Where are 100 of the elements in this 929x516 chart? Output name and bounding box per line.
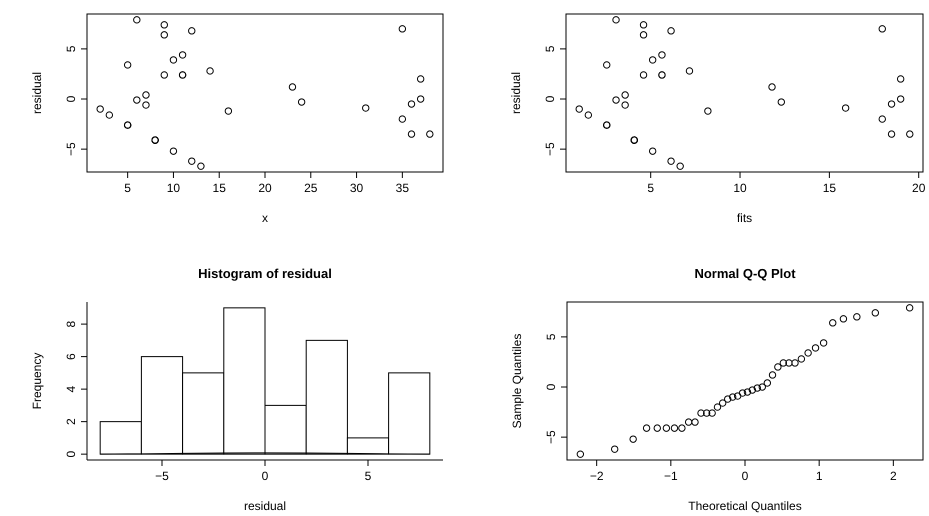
point [714,403,722,411]
point [206,67,214,75]
point [96,105,104,113]
point [791,359,799,367]
point [640,71,648,79]
point [133,96,141,104]
point [748,386,756,394]
point [648,56,656,64]
point [840,315,848,323]
x-tick-label: 20 [912,181,926,195]
point [704,107,712,115]
point [362,104,370,112]
point [728,393,736,401]
point [842,104,850,112]
point [640,31,648,39]
point [768,371,776,379]
point [142,101,150,109]
point [178,51,186,59]
x-tick-label: 5 [647,181,654,195]
point [718,399,726,407]
point [170,56,178,64]
point [697,409,705,417]
x-tick-label: 5 [364,469,372,483]
x-tick-label: 30 [350,181,364,195]
x-tick-label: −1 [664,469,678,483]
x-tick-label: 5 [124,181,132,195]
x-tick-label: 1 [816,469,823,483]
point [188,27,196,35]
x-tick-label: 15 [822,181,836,195]
x-axis-title: residual [244,499,286,513]
point [408,100,416,108]
point [906,304,914,312]
point [896,75,904,83]
y-tick-label: 0 [64,450,78,458]
point [160,21,168,29]
y-axis-title: residual [509,72,523,114]
point [398,115,406,123]
x-axis-title: x [262,211,268,225]
y-tick-label: 5 [543,45,557,52]
point [170,147,178,155]
y-tick-label: 8 [64,320,78,328]
point [288,83,296,91]
point [853,313,861,321]
y-axis-title: residual [30,72,44,114]
point [408,130,416,138]
point [124,61,132,69]
point [584,111,592,119]
point [684,418,692,426]
point [426,130,434,138]
point [896,95,904,103]
point [642,424,650,432]
point [640,21,648,29]
point [872,309,880,317]
point [667,157,675,165]
point [576,450,584,458]
x-axis-title: Theoretical Quantiles [688,499,802,513]
y-tick-label: −5 [543,142,557,156]
point [758,383,766,391]
y-tick-label: 4 [64,385,78,392]
y-tick-label: −5 [544,430,558,444]
point [744,388,752,396]
chart-title: Histogram of residual [198,266,332,281]
point [224,107,232,115]
y-tick-label: 5 [544,333,558,340]
point [780,359,788,367]
y-axis-title: Sample Quantiles [510,334,524,428]
point [906,130,914,138]
point [785,359,793,367]
y-tick-label: 2 [64,418,78,425]
point [878,25,886,33]
point [621,101,629,109]
point [678,424,686,432]
point [667,27,675,35]
y-tick-label: 0 [64,95,78,102]
y-tick-label: 6 [64,352,78,360]
y-tick-label: 0 [543,95,557,102]
x-tick-label: 0 [262,469,269,483]
point [778,98,786,106]
point [888,130,896,138]
y-tick-label: −5 [64,142,78,156]
point [416,95,424,103]
point [576,105,583,113]
point [629,435,637,443]
point [612,96,620,104]
x-tick-label: 0 [742,469,749,483]
point [820,339,828,347]
point [812,344,820,352]
point [188,157,196,165]
y-tick-label: 5 [64,45,78,52]
point [106,111,114,119]
point [691,418,699,426]
point [416,75,424,83]
point [676,162,684,170]
point [658,51,666,59]
point [754,384,762,392]
point [612,16,620,24]
point [764,379,772,387]
point [197,162,205,170]
point [160,71,168,79]
point [298,98,306,106]
